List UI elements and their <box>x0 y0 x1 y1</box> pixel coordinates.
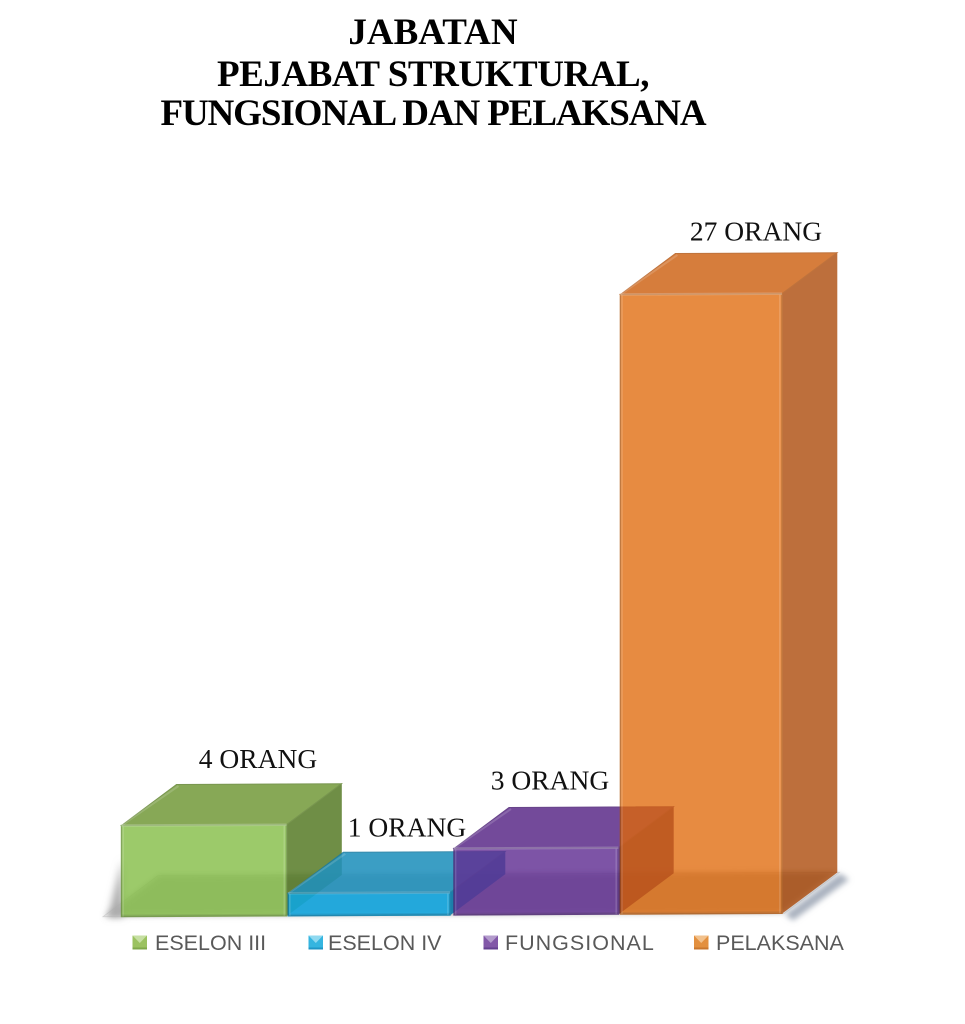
svg-text:JABATAN: JABATAN <box>348 12 518 53</box>
svg-text:1 ORANG: 1 ORANG <box>348 812 466 843</box>
svg-text:FUNGSIONAL: FUNGSIONAL <box>505 931 655 955</box>
svg-text:27 ORANG: 27 ORANG <box>690 216 822 247</box>
svg-text:3 ORANG: 3 ORANG <box>491 765 609 796</box>
svg-text:PEJABAT STRUKTURAL,: PEJABAT STRUKTURAL, <box>217 54 649 95</box>
svg-text:ESELON IV: ESELON IV <box>328 931 442 955</box>
svg-text:PELAKSANA: PELAKSANA <box>716 931 845 955</box>
svg-text:FUNGSIONAL DAN PELAKSANA: FUNGSIONAL DAN PELAKSANA <box>160 93 706 134</box>
svg-text:ESELON III: ESELON III <box>155 931 266 955</box>
svg-text:4 ORANG: 4 ORANG <box>199 743 317 774</box>
